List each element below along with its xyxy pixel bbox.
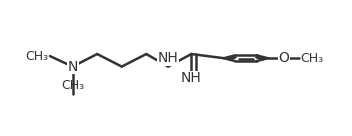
Text: N: N <box>68 60 78 74</box>
Text: NH: NH <box>181 71 202 85</box>
Text: CH₃: CH₃ <box>61 79 84 92</box>
Text: CH₃: CH₃ <box>301 52 323 65</box>
Text: NH: NH <box>158 51 178 65</box>
Text: O: O <box>279 51 289 65</box>
Text: CH₃: CH₃ <box>25 50 49 63</box>
